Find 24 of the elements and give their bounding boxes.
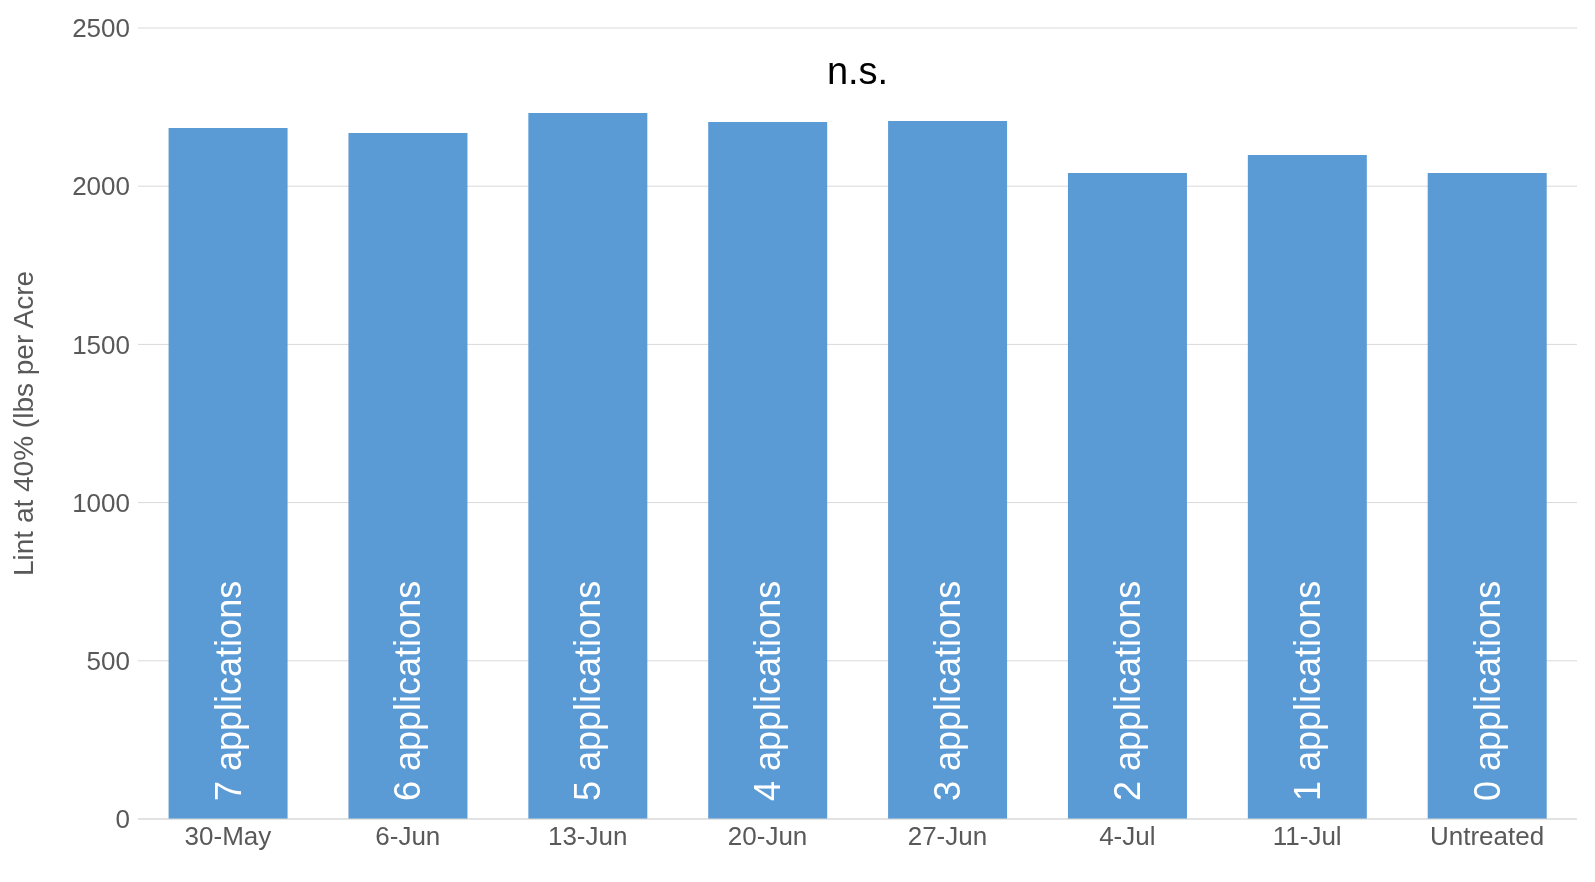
annotation: 4 applications [747, 580, 789, 801]
y-tick-label: 2000 [72, 171, 130, 202]
annotation: n.s. [825, 50, 890, 93]
annotation: 0 applications [1466, 580, 1508, 801]
y-tick-label: 1000 [72, 487, 130, 518]
y-tick-label: 500 [86, 646, 130, 677]
annotation: 5 applications [567, 580, 609, 801]
annotation: 2 applications [1106, 580, 1148, 801]
annotation: 7 applications [207, 580, 249, 801]
y-tick-label: 0 [115, 804, 130, 835]
x-tick-label: 6-Jun [375, 821, 441, 852]
x-tick-label: 4-Jul [1099, 821, 1156, 852]
x-tick-label: 27-Jun [907, 821, 988, 852]
y-axis-title: Lint at 40% (lbs per Acre [7, 270, 39, 577]
y-tick-label: 2500 [72, 13, 130, 44]
x-tick-label: 30-May [184, 821, 272, 852]
annotation: 6 applications [387, 580, 429, 801]
x-tick-label: Untreated [1429, 821, 1545, 852]
annotation: 1 applications [1286, 580, 1328, 801]
x-tick-label: 20-Jun [727, 821, 808, 852]
annotation: 3 applications [927, 580, 969, 801]
x-tick-label: 11-Jul [1272, 821, 1342, 852]
y-tick-label: 1500 [72, 329, 130, 360]
x-tick-label: 13-Jun [547, 821, 628, 852]
